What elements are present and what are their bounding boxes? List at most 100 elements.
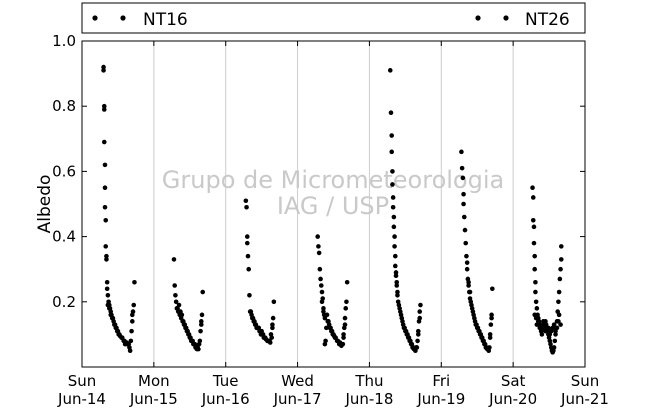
data-point: [556, 312, 562, 318]
data-point: [530, 218, 536, 223]
data-point: [200, 289, 206, 295]
data-point: [533, 315, 539, 321]
data-point: [466, 279, 471, 285]
data-point: [344, 299, 349, 305]
data-point: [418, 302, 423, 308]
data-point: [103, 244, 109, 249]
data-point: [130, 319, 135, 324]
data-point: [395, 289, 400, 295]
data-point: [270, 322, 275, 327]
data-point: [104, 257, 109, 262]
data-point: [556, 299, 561, 305]
watermark: Grupo de Micrometeorologia IAG / USP: [162, 166, 504, 220]
data-point: [339, 341, 345, 347]
data-point: [321, 306, 326, 311]
data-point: [101, 103, 107, 109]
data-point: [198, 328, 203, 334]
data-point: [268, 332, 274, 337]
data-point: [244, 204, 249, 210]
data-point: [102, 162, 108, 168]
data-point: [318, 276, 323, 282]
plot-frame: [81, 40, 586, 368]
data-point: [463, 240, 469, 246]
data-point: [341, 332, 346, 337]
data-point: [344, 279, 350, 285]
series-nt26: [105, 260, 563, 352]
data-point: [552, 338, 558, 344]
data-point: [130, 312, 135, 318]
data-point: [270, 325, 275, 331]
data-point: [324, 312, 330, 318]
x-tick-label-day: Wed: [281, 372, 314, 390]
data-point: [173, 292, 178, 298]
x-tick-label-day: Sun: [571, 372, 600, 390]
y-tick-label: 0.4: [52, 228, 76, 246]
data-point: [459, 149, 464, 155]
x-tick-label-date: Jun-20: [488, 390, 537, 408]
data-point: [394, 283, 400, 288]
data-point: [341, 335, 346, 340]
data-point: [244, 240, 250, 246]
data-point: [393, 273, 399, 279]
data-point: [319, 289, 325, 295]
data-point: [415, 328, 421, 334]
data-point: [321, 309, 326, 314]
data-point: [390, 195, 396, 200]
data-point: [196, 341, 202, 347]
data-point: [128, 338, 134, 344]
data-point: [469, 306, 475, 311]
data-point: [530, 185, 535, 190]
data-point: [107, 306, 112, 311]
data-point: [468, 299, 474, 305]
data-point: [176, 302, 182, 308]
data-point: [104, 286, 110, 292]
data-point: [199, 312, 205, 318]
data-point: [488, 322, 494, 327]
legend-marker-nt26-b: [503, 15, 509, 21]
data-point: [558, 266, 563, 272]
data-point: [392, 253, 398, 259]
data-point: [485, 346, 491, 352]
data-point: [102, 204, 108, 210]
data-point: [387, 68, 393, 73]
legend: NT16 NT26: [81, 2, 586, 34]
data-point: [553, 332, 558, 337]
data-point: [322, 315, 328, 321]
data-point: [103, 218, 109, 223]
data-point: [104, 253, 109, 259]
data-point: [119, 335, 125, 340]
y-tick-label: 0.8: [52, 97, 76, 115]
data-point: [556, 289, 562, 295]
data-point: [460, 175, 466, 181]
data-point: [461, 191, 466, 197]
data-point: [467, 289, 473, 295]
data-point: [551, 322, 557, 327]
data-point: [489, 312, 494, 318]
data-point: [461, 214, 467, 220]
x-tick-label-day: Mon: [138, 372, 170, 390]
data-point: [461, 201, 466, 207]
legend-marker-nt16-a: [92, 15, 98, 21]
data-point: [487, 332, 493, 337]
x-tick-label-date: Jun-17: [273, 390, 322, 408]
data-point: [413, 345, 419, 350]
data-point: [459, 165, 465, 171]
data-point: [543, 319, 548, 324]
y-tick-label: 1.0: [52, 32, 76, 50]
data-point: [319, 299, 325, 305]
data-point: [532, 253, 537, 259]
legend-label-nt16: NT16: [143, 10, 188, 30]
data-point: [531, 240, 537, 246]
data-points: [101, 64, 564, 355]
data-point: [538, 328, 544, 334]
data-point: [417, 315, 423, 321]
data-point: [267, 338, 272, 344]
x-tick-label-date: Jun-21: [560, 390, 609, 408]
data-point: [415, 338, 420, 344]
data-point: [557, 276, 563, 282]
data-point: [171, 257, 177, 262]
data-point: [556, 319, 561, 324]
data-point: [558, 244, 564, 249]
data-point: [173, 299, 179, 305]
x-tick-label-day: Fri: [432, 372, 450, 390]
